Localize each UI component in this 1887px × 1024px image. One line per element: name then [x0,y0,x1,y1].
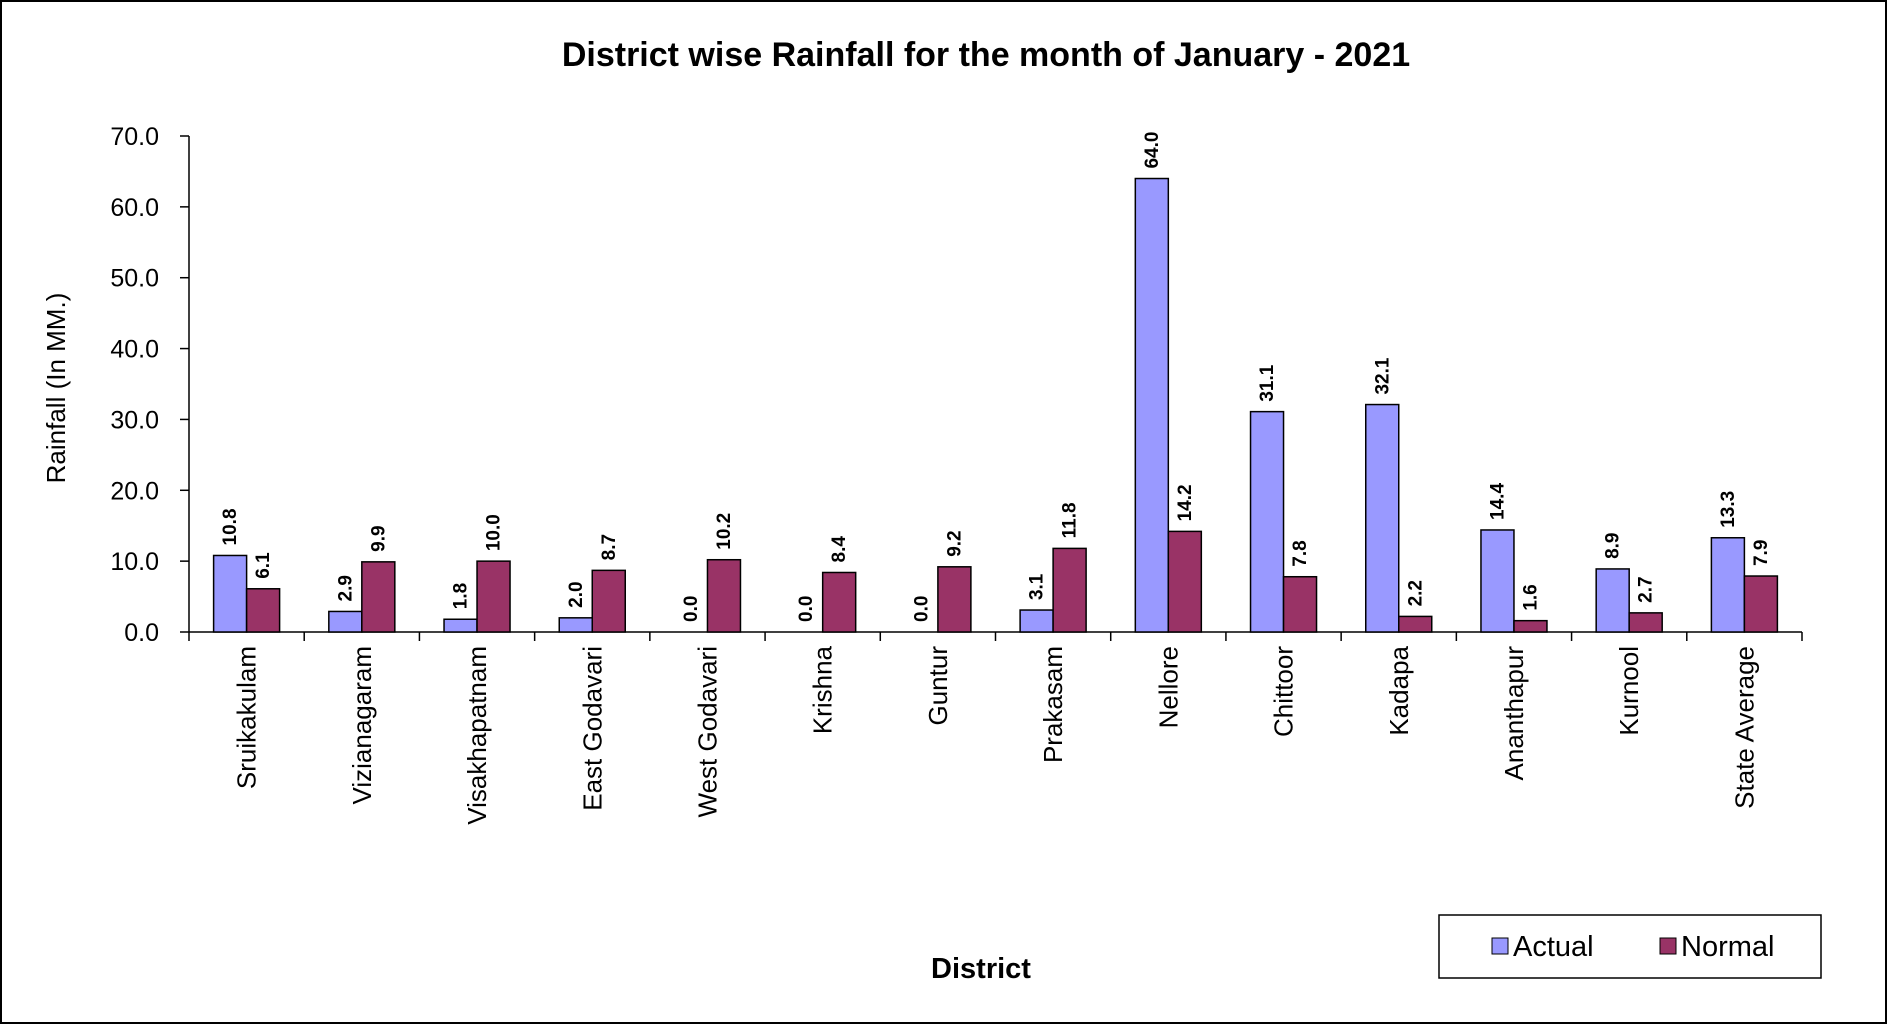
x-tick-label: Krishna [808,645,838,734]
x-tick-label: Chittoor [1269,646,1299,737]
bar-actual-10 [1365,403,1400,633]
bar-normal-13 [1743,575,1779,633]
data-label-actual-7: 3.1 [1027,573,1048,600]
x-tick-label: Sruikakulam [232,646,262,789]
x-tick-label: State Average [1729,646,1759,809]
data-label-normal-3: 8.7 [599,534,620,560]
y-tick-label: 50.0 [110,265,159,293]
x-tick-label: Vizianagaram [347,646,377,805]
x-tick-label: Visakhapatnam [462,646,492,825]
bar-normal-6 [937,566,972,633]
bar-actual-3 [558,617,593,633]
bar-normal-9 [1282,575,1318,633]
y-tick-label: 30.0 [110,406,159,434]
data-label-actual-3: 2.0 [566,581,587,607]
data-label-normal-12: 2.7 [1636,576,1657,602]
data-label-actual-9: 31.1 [1257,364,1278,401]
legend-label-actual: Actual [1513,931,1594,963]
data-label-normal-6: 9.2 [944,530,965,556]
data-label-normal-0: 6.1 [253,552,274,579]
y-axis-title: Rainfall (In MM.) [41,293,71,484]
x-tick-label: Prakasam [1038,646,1068,763]
y-tick-label: 10.0 [110,548,159,576]
x-tick-label: West Godavari [692,646,722,817]
data-label-normal-4: 10.2 [714,513,735,550]
bar-actual-13 [1710,537,1746,633]
y-tick-label: 0.0 [124,619,159,647]
data-label-actual-2: 1.8 [451,583,472,609]
data-label-normal-1: 9.9 [368,525,389,551]
data-label-actual-11: 14.4 [1487,483,1508,520]
data-label-actual-10: 32.1 [1372,357,1393,394]
data-label-normal-2: 10.0 [484,514,505,551]
y-tick-label: 20.0 [110,477,159,505]
x-tick-label: Kurnool [1614,646,1644,736]
data-label-actual-6: 0.0 [911,596,932,622]
data-label-actual-4: 0.0 [681,596,702,622]
bar-normal-10 [1398,615,1433,633]
x-tick-label: Guntur [923,646,953,726]
y-tick-label: 60.0 [110,194,159,222]
y-tick-label: 40.0 [110,336,159,364]
x-tick-label: East Godavari [577,646,607,811]
chart-title: District wise Rainfall for the month of … [562,36,1410,74]
data-label-actual-13: 13.3 [1718,491,1739,528]
data-label-normal-13: 7.9 [1751,540,1772,566]
data-label-actual-0: 10.8 [220,508,241,545]
bar-normal-5 [821,571,857,633]
plot-area: 0.0 10.0 20.0 30.0 40.0 50.0 60.0 70.0 10.8 6.1 Sr… [110,123,1803,825]
bar-normal-1 [361,561,396,633]
data-label-actual-12: 8.9 [1603,533,1624,559]
data-label-normal-10: 2.2 [1405,580,1426,606]
y-tick-label: 70.0 [110,123,159,151]
legend-swatch-normal [1659,937,1677,955]
x-axis-title: District [931,953,1031,985]
bar-actual-7 [1019,609,1054,633]
bar-normal-0 [245,588,281,633]
data-label-normal-11: 1.6 [1520,584,1541,610]
bar-actual-1 [328,610,363,633]
bar-actual-12 [1595,568,1630,633]
data-label-normal-8: 14.2 [1175,484,1196,521]
x-tick-label: Nellore [1153,646,1183,728]
bar-normal-7 [1052,547,1087,633]
data-label-actual-5: 0.0 [796,596,817,622]
data-label-actual-8: 64.0 [1142,132,1163,169]
bar-normal-8 [1167,530,1203,633]
bar-normal-2 [476,560,511,633]
legend-label-normal: Normal [1681,931,1774,963]
bar-actual-2 [443,618,478,633]
x-tick-label: Ananthapur [1499,646,1529,781]
bar-normal-3 [591,569,626,633]
data-label-normal-7: 11.8 [1060,502,1081,538]
data-label-normal-9: 7.8 [1290,540,1311,566]
data-label-actual-1: 2.9 [335,575,356,601]
bar-actual-11 [1480,529,1515,633]
bar-normal-12 [1628,612,1663,633]
x-tick-label: Kadapa [1384,645,1414,735]
bar-actual-0 [212,554,248,633]
legend: Actual Normal [1438,914,1822,979]
bar-normal-4 [706,558,742,633]
bar-actual-8 [1134,177,1170,633]
data-label-normal-5: 8.4 [829,536,850,563]
bar-normal-11 [1513,619,1548,633]
legend-swatch-actual [1491,937,1509,955]
bar-actual-9 [1249,410,1285,633]
